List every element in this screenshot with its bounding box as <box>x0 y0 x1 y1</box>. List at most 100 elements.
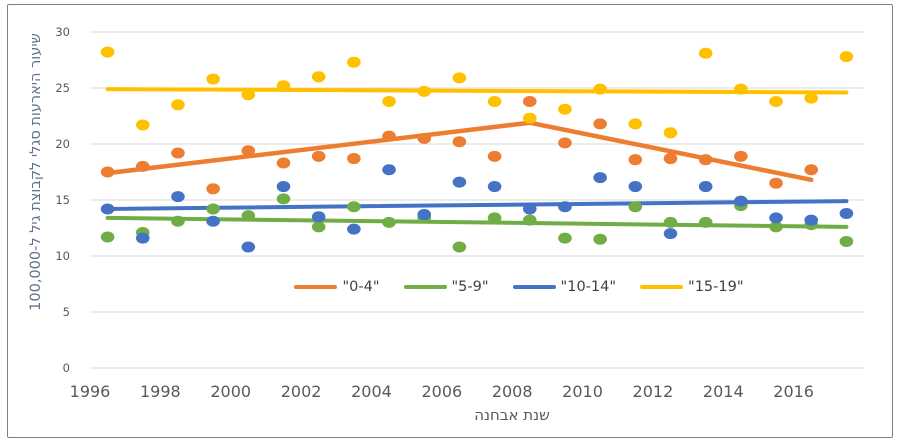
legend-label: "0-4" <box>342 279 380 295</box>
x-tick-label: 1996 <box>69 382 111 401</box>
trendline-0 <box>105 120 814 183</box>
data-point-2 <box>276 181 291 193</box>
data-point-3 <box>135 119 150 131</box>
data-point-1 <box>769 221 783 233</box>
data-point-3 <box>417 85 432 97</box>
data-point-2 <box>171 191 185 203</box>
data-point-2 <box>698 181 713 193</box>
x-tick-label: 2010 <box>562 382 603 401</box>
data-point-0 <box>347 153 361 165</box>
data-point-3 <box>734 83 748 95</box>
data-point-3 <box>241 89 256 101</box>
data-point-2 <box>311 211 326 223</box>
data-point-1 <box>698 216 713 228</box>
legend-label: "5-9" <box>451 279 489 295</box>
x-tick-label: 2016 <box>773 382 814 401</box>
x-tick-label: 2006 <box>421 382 463 401</box>
data-point-2 <box>522 203 537 215</box>
data-point-2 <box>804 214 819 226</box>
data-point-1 <box>100 231 115 243</box>
data-point-2 <box>241 241 256 253</box>
data-point-3 <box>171 99 185 111</box>
legend-item: "5-9" <box>403 279 489 295</box>
data-point-0 <box>558 137 572 149</box>
legend-swatch <box>640 285 684 289</box>
data-point-0 <box>135 160 150 172</box>
data-point-2 <box>487 181 502 193</box>
x-tick-label: 2014 <box>702 382 744 401</box>
data-point-0 <box>311 150 326 162</box>
legend: "0-4" "5-9" "10-14" "15-19" <box>130 277 897 297</box>
trendline-1 <box>105 215 849 229</box>
data-point-0 <box>452 136 467 148</box>
y-tick-label: 10 <box>55 249 70 263</box>
data-point-0 <box>206 183 220 195</box>
data-point-3 <box>522 112 537 124</box>
data-point-0 <box>276 157 291 169</box>
legend-item: "0-4" <box>294 279 380 295</box>
data-point-0 <box>698 154 713 166</box>
data-point-3 <box>769 95 783 107</box>
data-point-1 <box>347 201 361 213</box>
data-point-2 <box>417 209 432 221</box>
data-point-0 <box>734 150 748 162</box>
trendline-3 <box>105 87 849 95</box>
data-point-0 <box>241 145 256 157</box>
x-tick-label: 2000 <box>210 382 252 401</box>
data-point-1 <box>382 216 396 228</box>
legend-item: "15-19" <box>640 279 744 295</box>
data-point-2 <box>347 223 361 235</box>
data-point-2 <box>769 212 783 224</box>
data-point-0 <box>663 153 678 165</box>
data-point-2 <box>663 228 678 240</box>
data-point-1 <box>311 221 326 233</box>
data-point-0 <box>382 130 396 142</box>
data-point-3 <box>663 127 678 139</box>
y-tick-label: 0 <box>62 361 70 375</box>
data-point-3 <box>382 95 396 107</box>
data-point-0 <box>522 95 537 107</box>
data-point-1 <box>171 215 185 227</box>
data-point-3 <box>452 72 467 84</box>
data-point-3 <box>558 103 572 115</box>
x-tick-label: 2002 <box>280 382 322 401</box>
data-point-3 <box>698 47 713 59</box>
data-point-2 <box>734 195 748 207</box>
data-point-2 <box>100 203 115 215</box>
data-point-2 <box>452 176 467 188</box>
legend-label: "15-19" <box>688 279 744 295</box>
data-point-0 <box>417 132 432 144</box>
trendline-2 <box>105 199 849 211</box>
y-tick-label: 25 <box>55 81 70 95</box>
data-point-3 <box>347 56 361 68</box>
data-point-1 <box>276 193 291 205</box>
data-point-2 <box>628 181 643 193</box>
data-point-3 <box>311 71 326 83</box>
data-point-2 <box>206 215 220 227</box>
y-tick-label: 20 <box>55 137 70 151</box>
x-tick-label: 2008 <box>491 382 533 401</box>
data-point-0 <box>804 164 819 176</box>
data-point-1 <box>593 233 607 245</box>
y-tick-label: 5 <box>62 305 70 319</box>
data-point-0 <box>769 177 783 189</box>
legend-item: "10-14" <box>512 279 616 295</box>
legend-swatch <box>294 285 338 289</box>
data-point-3 <box>100 46 115 58</box>
legend-swatch <box>512 285 556 289</box>
data-point-1 <box>487 212 502 224</box>
data-point-3 <box>804 92 819 104</box>
data-point-2 <box>839 207 854 219</box>
data-point-1 <box>241 210 256 222</box>
data-point-1 <box>839 235 854 247</box>
data-point-2 <box>558 201 572 213</box>
data-point-3 <box>628 118 643 130</box>
x-tick-label: 1998 <box>140 382 181 401</box>
data-point-0 <box>628 154 643 166</box>
data-point-1 <box>522 214 537 226</box>
data-point-1 <box>558 232 572 244</box>
data-point-2 <box>382 164 396 176</box>
data-point-0 <box>171 147 185 159</box>
